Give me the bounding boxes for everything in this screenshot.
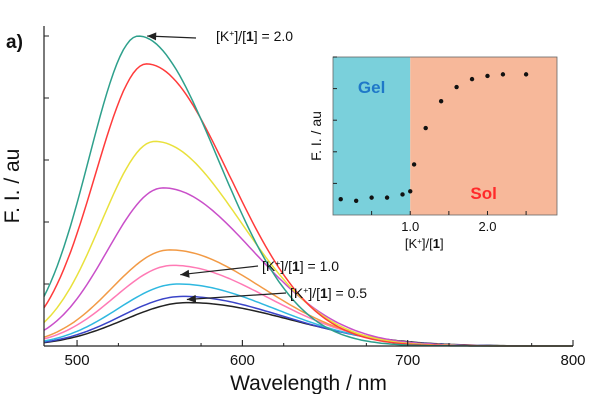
inset-data-point	[523, 72, 529, 77]
inset-data-point	[369, 195, 374, 200]
inset-data-point	[353, 198, 359, 203]
ratio-label: [K+]/[1] = 2.0	[216, 28, 293, 44]
x-tick-label: 700	[395, 352, 420, 369]
region-gel	[333, 57, 411, 215]
inset-frame	[332, 56, 558, 216]
region-label-gel: Gel	[358, 78, 385, 97]
inset-data-point	[500, 72, 506, 77]
region-sol	[410, 57, 557, 215]
ratio-label: [K+]/[1] = 0.5	[290, 285, 367, 301]
inset-ticks: 1.0 2.0	[333, 56, 527, 234]
inset-chart: Gel Sol 1.0 2.0 F. I. / au [K+]/[1]	[308, 56, 558, 251]
inset-y-axis-label: F. I. / au	[308, 111, 324, 161]
main-spectrum-chart: 500 600 700 800 Wavelength / nm F. I. / au …	[1, 26, 586, 394]
inset-x-tick-label: 1.0	[401, 219, 419, 234]
annotation-arrow-line	[180, 265, 259, 276]
annotation-arrow-head	[147, 32, 157, 41]
ratio-label: [K+]/[1] = 1.0	[262, 258, 339, 274]
panel-label: a)	[6, 32, 23, 53]
annotation-arrow-head	[180, 269, 190, 278]
inset-data-point	[469, 76, 475, 82]
inset-regions: Gel Sol	[333, 57, 557, 215]
inset-x-axis-label: [K+]/[1]	[405, 236, 444, 251]
inset-data-point	[400, 192, 405, 197]
x-tick-label: 800	[560, 352, 585, 369]
x-tick-label: 500	[65, 352, 90, 369]
main-x-axis-label: Wavelength / nm	[230, 372, 387, 394]
annotation-arrow-line	[186, 292, 287, 301]
annotation-arrow-head	[186, 294, 197, 303]
region-label-sol: Sol	[470, 184, 496, 203]
main-y-ticks	[44, 35, 49, 347]
inset-x-tick-label: 2.0	[478, 219, 496, 234]
main-annotations: [K+]/[1] = 2.0 [K+]/[1] = 1.0 [K+]/[1] = 0…	[147, 28, 367, 303]
main-y-axis-label: F. I. / au	[1, 149, 24, 224]
main-x-ticks: 500 600 700 800	[65, 340, 586, 369]
inset-points	[338, 72, 529, 203]
inset-data-point	[411, 162, 417, 167]
inset-data-point	[338, 197, 343, 202]
inset-data-point	[438, 99, 444, 104]
inset-data-point	[384, 195, 390, 200]
inset-data-point	[454, 84, 459, 90]
inset-data-point	[485, 73, 490, 79]
inset-data-point	[408, 189, 413, 194]
x-tick-label: 600	[230, 352, 255, 369]
inset-data-point	[423, 125, 428, 131]
